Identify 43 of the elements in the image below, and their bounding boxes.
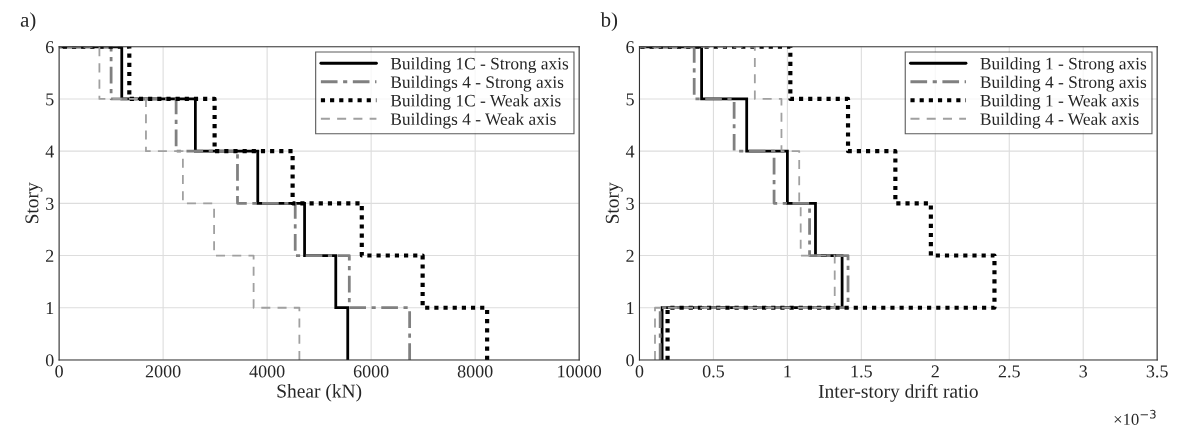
x-tick-label: 8000: [457, 365, 493, 378]
y-tick-label: 2: [46, 249, 54, 262]
y-axis-title: Story: [605, 182, 623, 224]
x-tick-label: 2000: [145, 365, 181, 378]
x-axis-title: Shear (kN): [277, 383, 362, 402]
x-tick-label: 1: [784, 365, 791, 378]
chart-title: a): [20, 12, 36, 32]
legend-label: Buildings 4 - Strong axis: [390, 75, 564, 92]
y-tick-label: 0: [626, 354, 634, 367]
y-axis-title: Story: [25, 182, 43, 224]
x-tick-label: 0.5: [702, 365, 724, 378]
y-tick-label: 1: [627, 302, 634, 314]
y-tick-label: 2: [626, 249, 634, 262]
y-tick-label: 3: [626, 197, 634, 210]
legend-label: Buildings 4 - Weak axis: [390, 112, 556, 129]
y-tick-label: 6: [626, 41, 635, 54]
chart-title: b): [600, 12, 618, 32]
x-tick-label: 3: [1079, 365, 1088, 378]
y-tick-label: 4: [625, 145, 635, 158]
x-tick-label: 0: [635, 365, 644, 378]
x-tick-label: 2.5: [998, 365, 1020, 378]
legend-label: Building 1C - Weak axis: [390, 94, 561, 111]
legend-label: Building 1 - Strong axis: [980, 57, 1147, 74]
legend-label: Building 4 - Strong axis: [980, 75, 1147, 92]
y-tick-label: 6: [45, 41, 54, 54]
x-tick-label: 6000: [353, 365, 389, 378]
text: ×10$^{−3}$: [1114, 409, 1156, 425]
x-axis-title: Inter-story drift ratio: [818, 383, 978, 402]
x-tick-label: 10000: [558, 365, 602, 378]
y-tick-label: 5: [46, 93, 54, 106]
y-tick-label: 4: [45, 145, 54, 158]
x-tick-label: 2: [931, 365, 939, 378]
legend-label: Building 4 - Weak axis: [980, 112, 1139, 129]
legend-label: Building 1C - Strong axis: [390, 57, 569, 74]
y-tick-label: 5: [626, 93, 634, 106]
x-tick-label: 0: [55, 365, 63, 378]
y-tick-label: 1: [46, 302, 54, 314]
y-tick-label: 0: [45, 354, 54, 367]
legend-label: Building 1 - Weak axis: [980, 94, 1139, 111]
x-tick-label: 1.5: [851, 365, 872, 378]
x-tick-label: 4000: [249, 365, 285, 378]
x-tick-label: 3.5: [1146, 365, 1168, 378]
y-tick-label: 3: [46, 197, 54, 210]
